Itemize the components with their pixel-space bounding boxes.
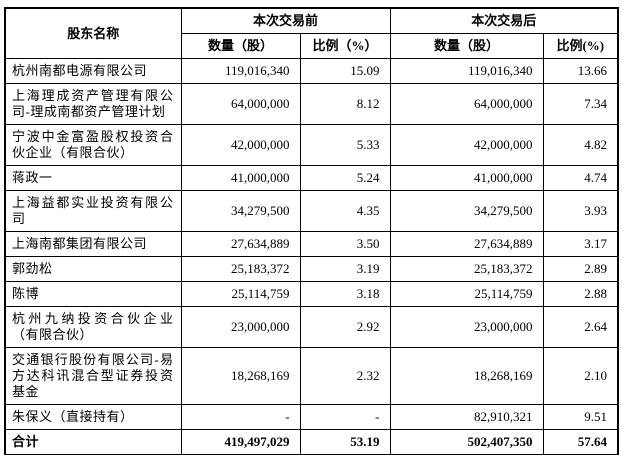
post-ratio-cell: 2.88: [542, 281, 619, 307]
column-group-post-transaction: 本次交易后: [389, 7, 619, 34]
pre-ratio-cell: 2.92: [299, 306, 391, 348]
pre-quantity-cell: -: [180, 404, 301, 430]
column-group-pre-transaction: 本次交易前: [180, 7, 391, 34]
column-header-post-quantity: 数量（股）: [389, 33, 544, 59]
pre-ratio-cell: 5.33: [299, 124, 391, 166]
pre-ratio-cell: 3.18: [299, 281, 391, 307]
pre-ratio-cell: 3.50: [299, 231, 391, 257]
pre-quantity-cell: 34,279,500: [180, 190, 301, 232]
post-ratio-cell: 3.93: [542, 190, 619, 232]
pre-ratio-cell: -: [299, 404, 391, 430]
post-quantity-cell: 502,407,350: [389, 429, 544, 455]
pre-quantity-cell: 41,000,000: [180, 165, 301, 191]
table-row: 杭州九纳投资合伙企业（有限合伙） 23,000,000 2.92 23,000,000…: [4, 306, 619, 348]
post-quantity-cell: 82,910,321: [389, 404, 544, 430]
pre-quantity-cell: 42,000,000: [180, 124, 301, 166]
post-ratio-cell: 2.10: [542, 347, 619, 405]
table-row: 交通银行股份有限公司-易方达科讯混合型证券投资基金 18,268,169 2.32 1…: [4, 347, 619, 405]
post-quantity-cell: 41,000,000: [389, 165, 544, 191]
shareholder-name-cell: 交通银行股份有限公司-易方达科讯混合型证券投资基金: [4, 347, 182, 405]
shareholder-name-cell: 朱保义（直接持有）: [4, 404, 182, 430]
post-quantity-cell: 18,268,169: [389, 347, 544, 405]
post-quantity-cell: 27,634,889: [389, 231, 544, 257]
pre-quantity-cell: 64,000,000: [180, 83, 301, 125]
shareholder-name-cell: 宁波中金富盈股权投资合伙企业（有限合伙）: [4, 124, 182, 166]
post-ratio-cell: 57.64: [542, 429, 619, 455]
post-ratio-cell: 4.82: [542, 124, 619, 166]
post-ratio-cell: 2.64: [542, 306, 619, 348]
total-row: 合计 419,497,029 53.19 502,407,350 57.64: [4, 429, 619, 455]
pre-quantity-cell: 23,000,000: [180, 306, 301, 348]
post-quantity-cell: 42,000,000: [389, 124, 544, 166]
table-row: 陈博 25,114,759 3.18 25,114,759 2.88: [4, 281, 619, 307]
table-row: 上海理成资产管理有限公司-理成南都资产管理计划 64,000,000 8.12 64,…: [4, 83, 619, 125]
pre-quantity-cell: 25,114,759: [180, 281, 301, 307]
column-header-pre-quantity: 数量（股）: [180, 33, 301, 59]
pre-ratio-cell: 2.32: [299, 347, 391, 405]
pre-quantity-cell: 18,268,169: [180, 347, 301, 405]
shareholder-name-cell: 杭州南都电源有限公司: [4, 58, 182, 84]
table-row: 蒋政一 41,000,000 5.24 41,000,000 4.74: [4, 165, 619, 191]
post-ratio-cell: 7.34: [542, 83, 619, 125]
column-header-post-ratio: 比例(%): [542, 33, 619, 59]
shareholder-name-cell: 陈博: [4, 281, 182, 307]
shareholder-name-cell: 合计: [4, 429, 182, 455]
pre-ratio-cell: 4.35: [299, 190, 391, 232]
table-row: 宁波中金富盈股权投资合伙企业（有限合伙） 42,000,000 5.33 42,000…: [4, 124, 619, 166]
pre-ratio-cell: 15.09: [299, 58, 391, 84]
pre-quantity-cell: 27,634,889: [180, 231, 301, 257]
table-row: 上海南都集团有限公司 27,634,889 3.50 27,634,889 3.17: [4, 231, 619, 257]
post-quantity-cell: 25,114,759: [389, 281, 544, 307]
pre-ratio-cell: 53.19: [299, 429, 391, 455]
post-ratio-cell: 3.17: [542, 231, 619, 257]
header-row-subcolumns: 数量（股） 比例（%） 数量（股） 比例(%): [5, 33, 619, 59]
post-quantity-cell: 23,000,000: [389, 306, 544, 348]
table-row: 郭劲松 25,183,372 3.19 25,183,372 2.89: [4, 256, 619, 282]
post-quantity-cell: 34,279,500: [389, 190, 544, 232]
shareholder-table: 股东名称 本次交易前 本次交易后 数量（股） 比例（%） 数量（股） 比例(%)…: [4, 7, 620, 455]
post-ratio-cell: 2.89: [542, 256, 619, 282]
header-row-groups: 股东名称 本次交易前 本次交易后: [4, 7, 619, 59]
pre-ratio-cell: 5.24: [299, 165, 391, 191]
shareholder-name-cell: 杭州九纳投资合伙企业（有限合伙）: [4, 306, 182, 348]
post-quantity-cell: 25,183,372: [389, 256, 544, 282]
table-row: 杭州南都电源有限公司 119,016,340 15.09 119,016,340 13.…: [4, 58, 619, 84]
shareholder-name-cell: 上海理成资产管理有限公司-理成南都资产管理计划: [4, 83, 182, 125]
table-body: 杭州南都电源有限公司 119,016,340 15.09 119,016,340 13.…: [4, 58, 619, 455]
table-row: 上海益都实业投资有限公司 34,279,500 4.35 34,279,500 3.93: [4, 190, 619, 232]
pre-ratio-cell: 8.12: [299, 83, 391, 125]
column-header-shareholder: 股东名称: [4, 7, 182, 59]
pre-quantity-cell: 419,497,029: [180, 429, 301, 455]
shareholder-name-cell: 上海南都集团有限公司: [4, 231, 182, 257]
pre-ratio-cell: 3.19: [299, 256, 391, 282]
table-header: 股东名称 本次交易前 本次交易后 数量（股） 比例（%） 数量（股） 比例(%): [4, 7, 619, 59]
shareholder-name-cell: 蒋政一: [4, 165, 182, 191]
pre-quantity-cell: 119,016,340: [180, 58, 301, 84]
post-ratio-cell: 9.51: [542, 404, 619, 430]
table-row: 朱保义（直接持有） - -82,910,321 9.51: [4, 404, 619, 430]
shareholder-name-cell: 上海益都实业投资有限公司: [4, 190, 182, 232]
post-ratio-cell: 13.66: [542, 58, 619, 84]
post-ratio-cell: 4.74: [542, 165, 619, 191]
post-quantity-cell: 64,000,000: [389, 83, 544, 125]
pre-quantity-cell: 25,183,372: [180, 256, 301, 282]
shareholder-name-cell: 郭劲松: [4, 256, 182, 282]
column-header-pre-ratio: 比例（%）: [299, 33, 391, 59]
post-quantity-cell: 119,016,340: [389, 58, 544, 84]
